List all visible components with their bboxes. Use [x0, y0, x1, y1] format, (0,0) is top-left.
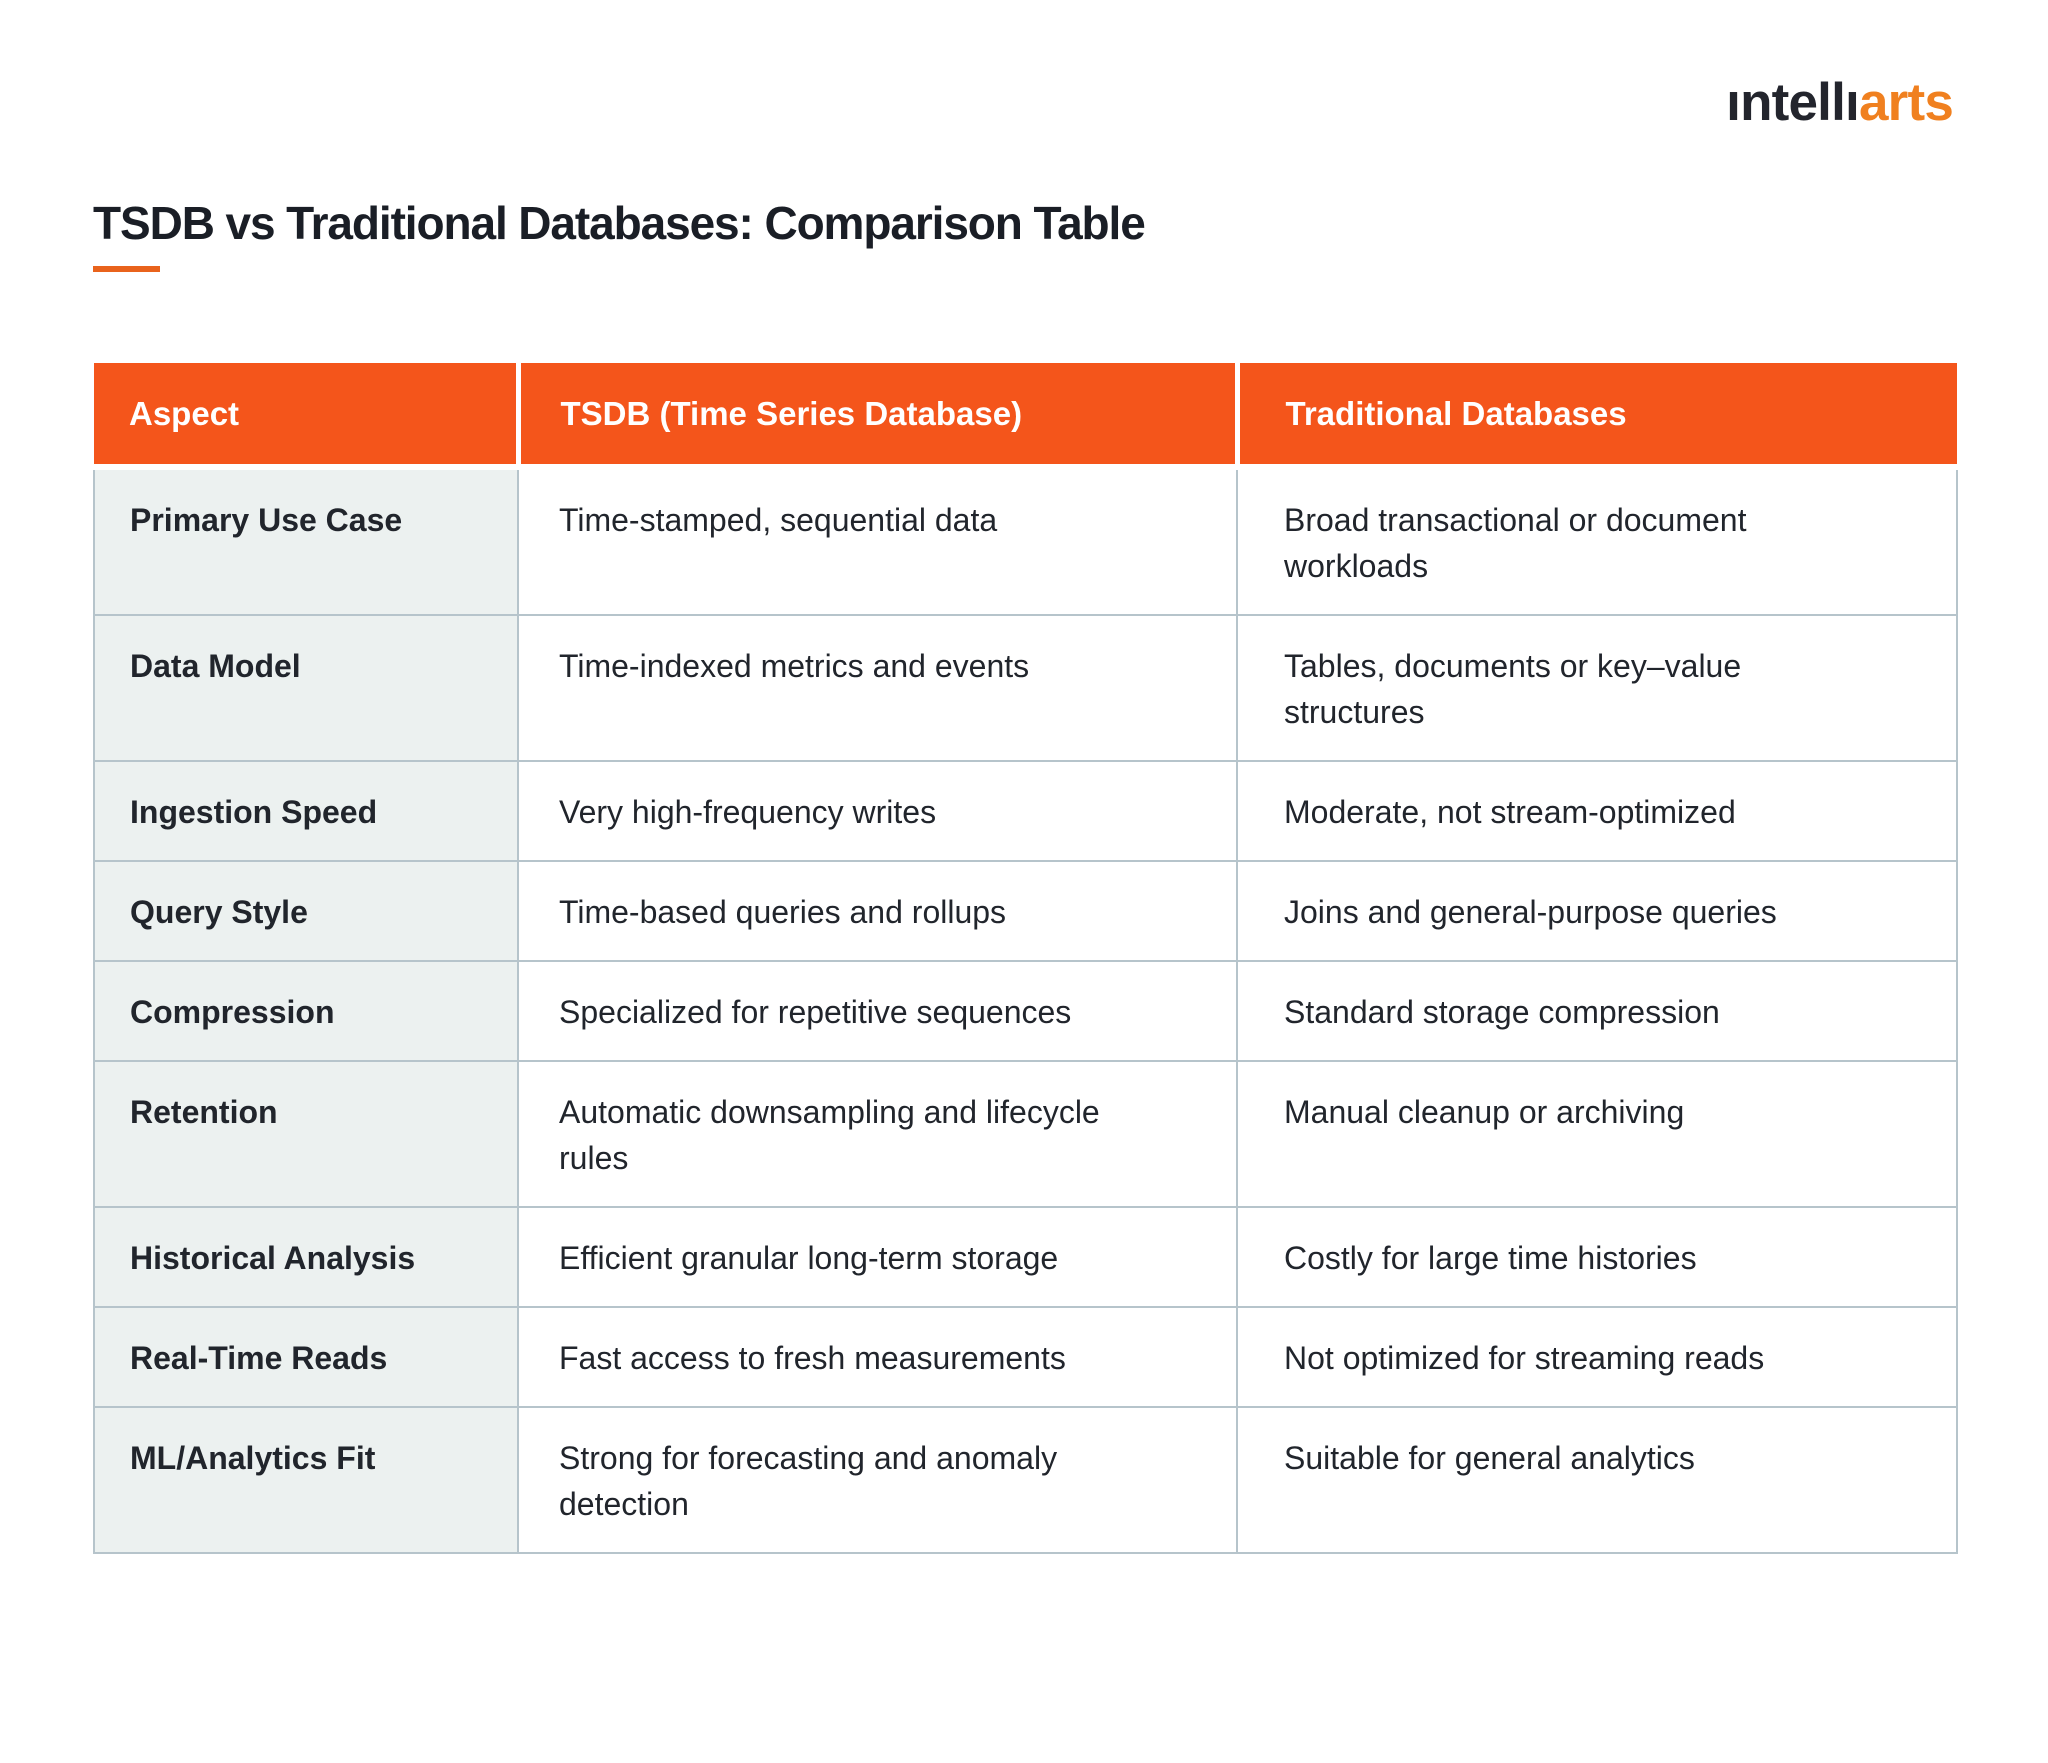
- aspect-cell: Primary Use Case: [93, 466, 519, 616]
- tsdb-cell: Time-stamped, sequential data: [517, 466, 1238, 616]
- traditional-cell: Moderate, not stream-optimized: [1236, 760, 1958, 862]
- tsdb-cell: Time-based queries and rollups: [517, 860, 1238, 962]
- table-row: Retention Automatic downsampling and lif…: [93, 1060, 1958, 1208]
- tsdb-cell: Efficient granular long-term storage: [517, 1206, 1238, 1308]
- comparison-table-container: Aspect TSDB (Time Series Database) Tradi…: [93, 363, 1958, 1554]
- traditional-cell: Standard storage compression: [1236, 960, 1958, 1062]
- tsdb-cell: Time-indexed metrics and events: [517, 614, 1238, 762]
- aspect-cell: Query Style: [93, 860, 519, 962]
- table-row: Data Model Time-indexed metrics and even…: [93, 614, 1958, 762]
- logo-text-dark: ıntellı: [1726, 73, 1860, 132]
- aspect-cell: Historical Analysis: [93, 1206, 519, 1308]
- traditional-cell: Joins and general-purpose queries: [1236, 860, 1958, 962]
- table-header-row: Aspect TSDB (Time Series Database) Tradi…: [94, 363, 1957, 470]
- header-cell-tsdb: TSDB (Time Series Database): [515, 363, 1237, 470]
- tsdb-cell: Fast access to fresh measurements: [517, 1306, 1238, 1408]
- logo-text-orange: arts: [1858, 73, 1954, 132]
- table-row: Primary Use Case Time-stamped, sequentia…: [93, 466, 1958, 616]
- table-row: Real-Time Reads Fast access to fresh mea…: [93, 1306, 1958, 1408]
- aspect-cell: Ingestion Speed: [93, 760, 519, 862]
- aspect-cell: Real-Time Reads: [93, 1306, 519, 1408]
- traditional-cell: Broad transactional or document workload…: [1236, 466, 1958, 616]
- traditional-cell: Not optimized for streaming reads: [1236, 1306, 1958, 1408]
- traditional-cell: Manual cleanup or archiving: [1236, 1060, 1958, 1208]
- table-body: Primary Use Case Time-stamped, sequentia…: [93, 466, 1958, 1554]
- tsdb-cell: Specialized for repetitive sequences: [517, 960, 1238, 1062]
- aspect-cell: Compression: [93, 960, 519, 1062]
- header-cell-aspect: Aspect: [94, 363, 518, 470]
- title-underline: [93, 266, 160, 272]
- intelliarts-logo: ıntellıarts: [1726, 73, 1954, 132]
- table-row: ML/Analytics Fit Strong for forecasting …: [93, 1406, 1958, 1554]
- comparison-table: Aspect TSDB (Time Series Database) Tradi…: [93, 363, 1958, 1554]
- aspect-cell: ML/Analytics Fit: [93, 1406, 519, 1554]
- table-row: Compression Specialized for repetitive s…: [93, 960, 1958, 1062]
- header-cell-traditional: Traditional Databases: [1234, 363, 1957, 470]
- tsdb-cell: Very high-frequency writes: [517, 760, 1238, 862]
- page-title: TSDB vs Traditional Databases: Compariso…: [93, 197, 1146, 249]
- tsdb-cell: Strong for forecasting and anomaly detec…: [517, 1406, 1238, 1554]
- table-row: Query Style Time-based queries and rollu…: [93, 860, 1958, 962]
- aspect-cell: Retention: [93, 1060, 519, 1208]
- traditional-cell: Costly for large time histories: [1236, 1206, 1958, 1308]
- traditional-cell: Tables, documents or key–value structure…: [1236, 614, 1958, 762]
- table-row: Historical Analysis Efficient granular l…: [93, 1206, 1958, 1308]
- tsdb-cell: Automatic downsampling and lifecycle rul…: [517, 1060, 1238, 1208]
- table-row: Ingestion Speed Very high-frequency writ…: [93, 760, 1958, 862]
- aspect-cell: Data Model: [93, 614, 519, 762]
- traditional-cell: Suitable for general analytics: [1236, 1406, 1958, 1554]
